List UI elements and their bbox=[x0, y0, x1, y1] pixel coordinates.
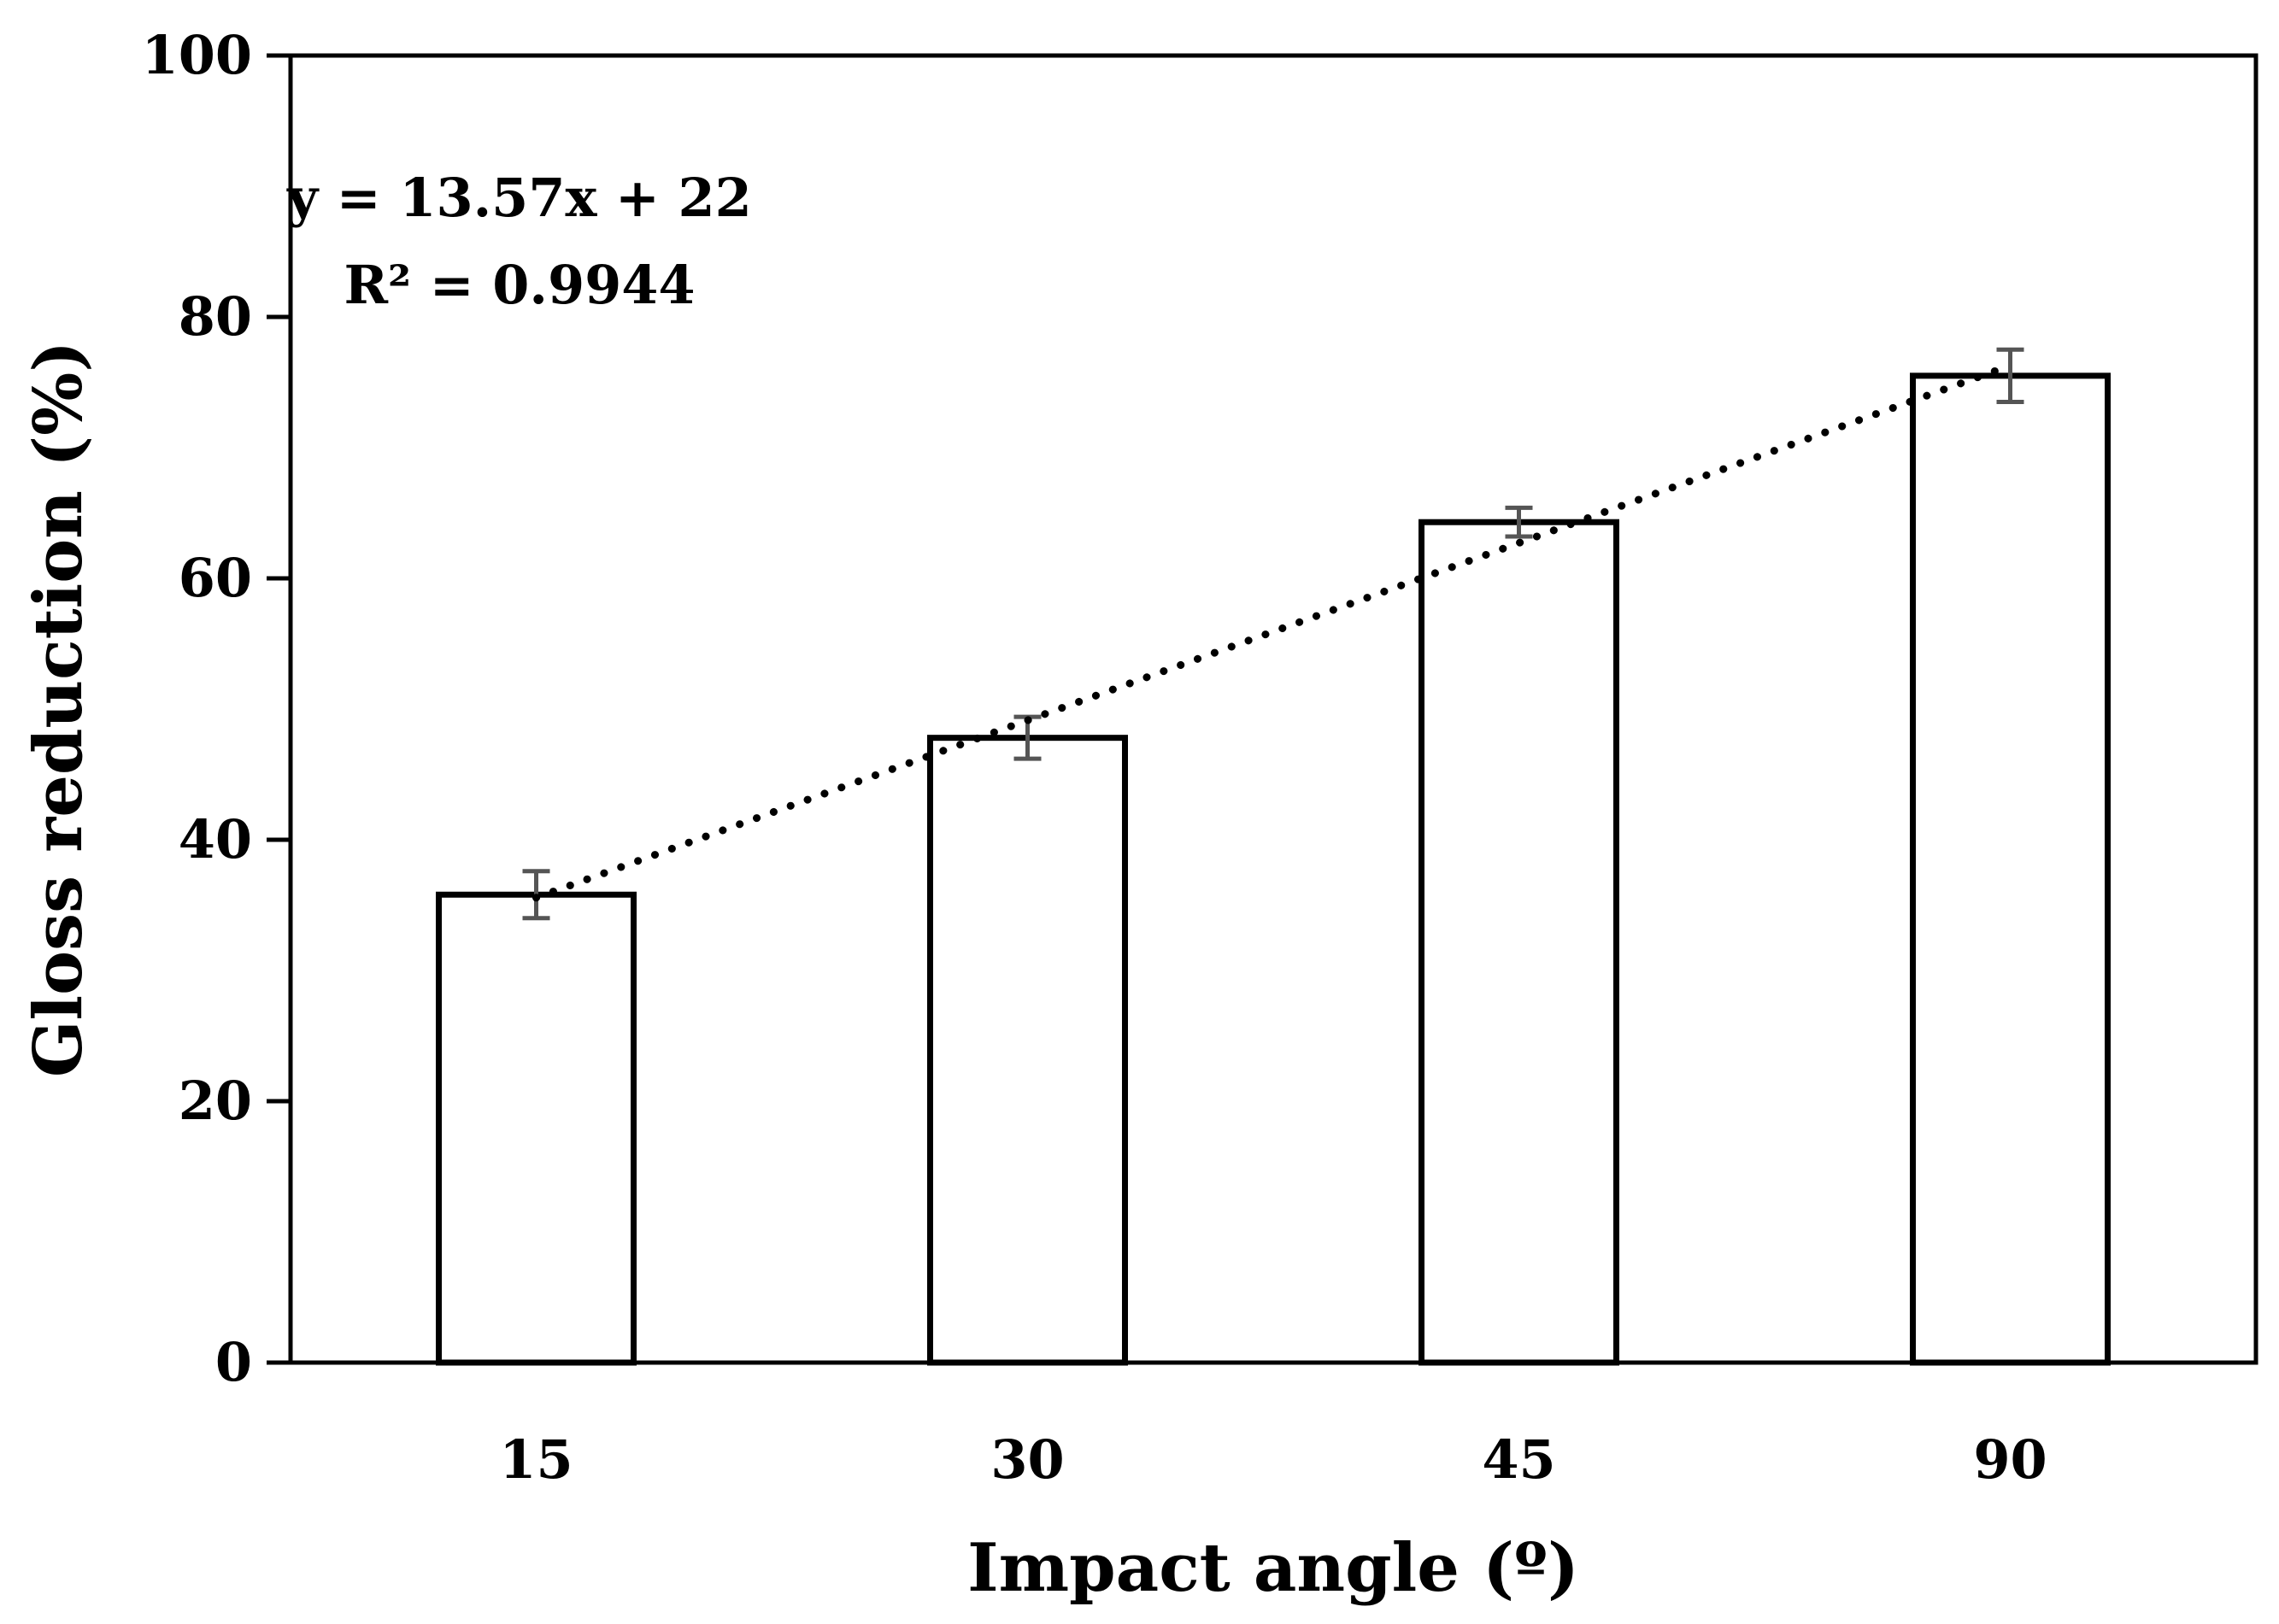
trendline-r-squared: R² = 0.9944 bbox=[344, 254, 695, 316]
y-axis-title: Gloss reduction (%) bbox=[20, 341, 97, 1077]
y-tick-label: 20 bbox=[179, 1070, 252, 1132]
x-tick-label: 15 bbox=[499, 1428, 573, 1491]
plot-area-frame bbox=[288, 53, 2258, 1365]
y-tick-label: 60 bbox=[179, 547, 252, 609]
x-tick-label: 45 bbox=[1482, 1428, 1555, 1491]
y-axis-tick-labels: 0 20 40 60 80 100 bbox=[142, 24, 252, 1393]
x-axis-title: Impact angle (º) bbox=[967, 1529, 1579, 1607]
bars bbox=[436, 372, 2111, 1366]
y-axis-ticks bbox=[267, 53, 291, 1365]
bar bbox=[927, 735, 1128, 1366]
y-tick-label: 80 bbox=[179, 285, 252, 348]
y-tick-label: 100 bbox=[142, 24, 252, 86]
error-bars bbox=[522, 347, 2024, 921]
bar bbox=[1419, 519, 1619, 1366]
y-tick-label: 0 bbox=[215, 1331, 252, 1393]
trendline-equation: y = 13.57x + 22 bbox=[286, 167, 752, 229]
x-axis-tick-labels: 15 30 45 90 bbox=[499, 1428, 2047, 1491]
bar bbox=[436, 891, 637, 1366]
x-tick-label: 90 bbox=[1973, 1428, 2047, 1491]
bar bbox=[1910, 372, 2111, 1366]
x-tick-label: 30 bbox=[990, 1428, 1064, 1491]
y-tick-label: 40 bbox=[179, 808, 252, 871]
